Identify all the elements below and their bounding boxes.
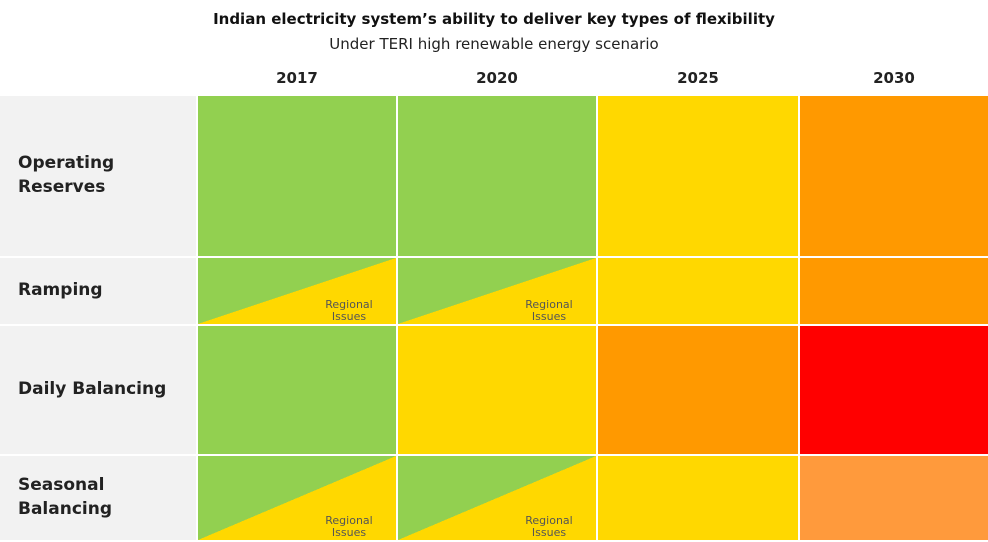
row-label: Seasonal Balancing [0,456,198,542]
corner [0,62,198,96]
cell [598,96,800,258]
title: Indian electricity system’s ability to d… [213,10,775,28]
cell [598,326,800,456]
cell [800,456,988,542]
cell [800,258,988,326]
cell [800,96,988,258]
cell: Regional Issues [398,258,598,326]
column-header: 2030 [800,62,988,96]
cell: Regional Issues [398,456,598,542]
row-label: Operating Reserves [0,96,198,258]
cell-note: Regional Issues [525,297,573,324]
subtitle: Under TERI high renewable energy scenari… [329,35,659,53]
cell: Regional Issues [198,456,398,542]
cell: Regional Issues [198,258,398,326]
cell [198,326,398,456]
cell [398,326,598,456]
cell [800,326,988,456]
cell [198,96,398,258]
row-label: Daily Balancing [0,326,198,456]
cell-note: Regional Issues [525,513,573,540]
cell-note: Regional Issues [325,297,373,324]
column-header: 2025 [598,62,800,96]
cell [398,96,598,258]
cell [598,258,800,326]
cell [598,456,800,542]
row-label: Ramping [0,258,198,326]
cell-note: Regional Issues [325,513,373,540]
column-header: 2020 [398,62,598,96]
column-header: 2017 [198,62,398,96]
